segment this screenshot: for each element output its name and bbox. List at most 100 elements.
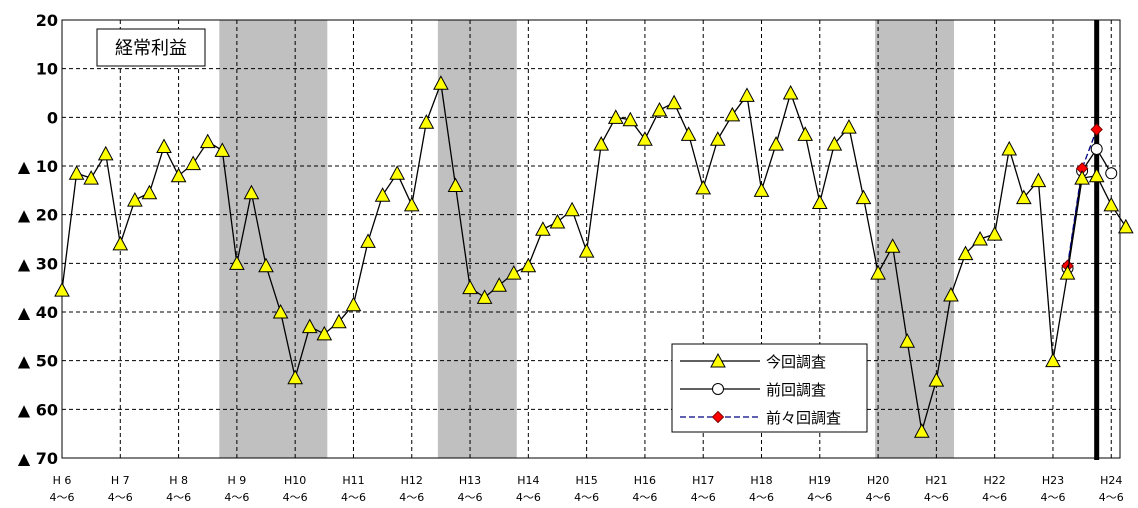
data-point bbox=[535, 221, 551, 236]
data-point bbox=[141, 184, 158, 200]
x-tick-quarter: 4～6 bbox=[1099, 491, 1124, 504]
legend-label: 前回調査 bbox=[766, 381, 826, 399]
data-point bbox=[753, 182, 770, 197]
x-tick-quarter: 4～6 bbox=[516, 491, 541, 504]
data-point bbox=[68, 165, 85, 180]
shaded-period bbox=[219, 20, 328, 458]
data-point bbox=[214, 142, 231, 157]
data-point bbox=[229, 255, 245, 270]
x-tick-year: H17 bbox=[692, 474, 714, 487]
x-tick-year: H14 bbox=[517, 474, 539, 487]
x-tick-quarter: 4～6 bbox=[691, 491, 716, 504]
data-point bbox=[1030, 172, 1047, 188]
series-line bbox=[1066, 147, 1112, 269]
y-tick-label: ▲ 70 bbox=[18, 449, 58, 468]
data-point bbox=[403, 196, 420, 212]
y-tick-label: 20 bbox=[36, 11, 58, 30]
x-tick-year: H22 bbox=[984, 474, 1006, 487]
data-point bbox=[127, 192, 143, 207]
y-tick-label: ▲ 40 bbox=[18, 303, 58, 322]
x-tick-quarter: 4～6 bbox=[632, 491, 657, 504]
data-point bbox=[870, 265, 886, 280]
data-point bbox=[666, 94, 682, 110]
data-point bbox=[272, 303, 289, 319]
data-point bbox=[1045, 352, 1061, 368]
data-point bbox=[578, 243, 595, 258]
data-point bbox=[447, 177, 464, 192]
data-point bbox=[331, 313, 347, 329]
data-point bbox=[243, 184, 260, 200]
data-point bbox=[170, 167, 187, 183]
data-point bbox=[287, 369, 304, 385]
series-1 bbox=[54, 75, 1134, 438]
x-tick-quarter: 4～6 bbox=[341, 491, 366, 504]
x-tick-year: H 9 bbox=[227, 474, 246, 487]
data-point bbox=[374, 187, 391, 202]
legend-marker bbox=[710, 352, 726, 368]
data-point bbox=[768, 136, 784, 151]
series-3 bbox=[1061, 123, 1103, 272]
data-point bbox=[1117, 218, 1134, 234]
data-point bbox=[607, 109, 624, 124]
x-tick-year: H20 bbox=[867, 474, 889, 487]
data-point bbox=[811, 194, 828, 209]
data-point bbox=[97, 145, 114, 161]
x-tick-year: H18 bbox=[750, 474, 772, 487]
data-point bbox=[724, 106, 741, 122]
x-tick-year: H 6 bbox=[53, 474, 72, 487]
data-point bbox=[433, 75, 449, 90]
data-point bbox=[1088, 167, 1105, 183]
data-point bbox=[622, 111, 639, 127]
data-point bbox=[782, 84, 799, 100]
x-tick-year: H15 bbox=[575, 474, 597, 487]
data-point bbox=[826, 136, 843, 151]
data-point bbox=[943, 286, 959, 302]
data-point bbox=[841, 119, 857, 134]
data-point bbox=[418, 114, 435, 129]
x-tick-year: H12 bbox=[401, 474, 423, 487]
data-point bbox=[986, 226, 1003, 241]
shaded-period bbox=[437, 20, 517, 458]
series-line bbox=[61, 83, 1127, 432]
x-tick-year: H10 bbox=[284, 474, 306, 487]
data-point bbox=[156, 138, 172, 154]
data-point bbox=[651, 101, 668, 117]
x-tick-year: H16 bbox=[634, 474, 656, 487]
data-point bbox=[83, 170, 99, 185]
data-point bbox=[462, 279, 478, 295]
y-tick-label: 10 bbox=[36, 60, 58, 79]
chart-title: 経常利益 bbox=[115, 38, 187, 59]
data-point bbox=[258, 257, 274, 273]
x-tick-quarter: 4～6 bbox=[50, 491, 75, 504]
y-tick-labels: 20 10 0 ▲ 10 ▲ 20 ▲ 30 ▲ 40 ▲ 50 ▲ 60 ▲ 70 bbox=[18, 11, 58, 468]
data-point bbox=[199, 133, 216, 149]
x-tick-quarter: 4～6 bbox=[866, 491, 891, 504]
data-point bbox=[972, 230, 988, 246]
x-tick-quarter: 4～6 bbox=[1040, 491, 1065, 504]
x-tick-quarter: 4～6 bbox=[399, 491, 424, 504]
data-point bbox=[1090, 123, 1103, 136]
data-point bbox=[739, 87, 755, 102]
x-tick-quarter: 4～6 bbox=[982, 491, 1007, 504]
data-point bbox=[345, 296, 362, 312]
data-point bbox=[855, 189, 872, 205]
x-tick-year: H21 bbox=[925, 474, 947, 487]
data-point bbox=[1105, 167, 1118, 180]
x-tick-quarter: 4～6 bbox=[283, 491, 308, 504]
x-tick-year: H19 bbox=[809, 474, 831, 487]
y-tick-label: ▲ 60 bbox=[18, 400, 58, 419]
x-tick-quarter: 4～6 bbox=[108, 491, 133, 504]
data-point bbox=[1103, 196, 1120, 212]
data-point bbox=[1015, 189, 1032, 205]
data-point bbox=[928, 372, 945, 387]
legend-marker bbox=[711, 410, 725, 424]
x-tick-quarter: 4～6 bbox=[749, 491, 774, 504]
data-point bbox=[185, 155, 201, 171]
data-point bbox=[491, 277, 508, 292]
x-tick-labels: H 6 4～6 H 7 4～6 H 8 4～6 H 9 4～6 H10 4～6 H11 4～6 H12 4… bbox=[50, 474, 1124, 504]
y-tick-label: ▲ 20 bbox=[18, 206, 58, 225]
data-point bbox=[680, 126, 697, 141]
data-point bbox=[884, 238, 901, 253]
x-tick-quarter: 4～6 bbox=[574, 491, 599, 504]
